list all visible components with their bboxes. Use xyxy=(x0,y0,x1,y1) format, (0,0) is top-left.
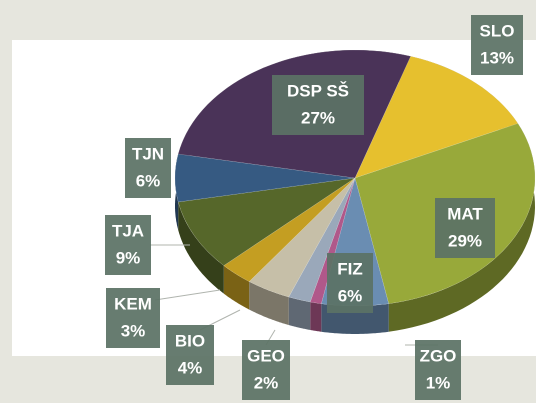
slice xyxy=(309,177,356,304)
category-label: SLO xyxy=(480,21,515,40)
value-label: 27% xyxy=(301,108,335,127)
category-label: BIO xyxy=(175,331,205,350)
slice xyxy=(223,177,356,282)
category-label: MAT xyxy=(447,204,483,223)
slice xyxy=(354,56,519,179)
value-label: 1% xyxy=(426,373,451,392)
category-label: GEO xyxy=(247,346,285,365)
category-label: TJA xyxy=(112,221,144,240)
value-label: 13% xyxy=(480,48,514,67)
slice-side xyxy=(388,123,535,332)
label-box xyxy=(272,75,364,135)
slice-side xyxy=(249,281,289,325)
value-label: 29% xyxy=(448,231,482,250)
category-label: DSP SŠ xyxy=(287,81,349,100)
label-box xyxy=(471,15,523,75)
value-label: 6% xyxy=(136,171,161,190)
label-box xyxy=(435,198,495,258)
label-box xyxy=(242,340,290,400)
value-label: 4% xyxy=(178,358,203,377)
label-box xyxy=(166,325,214,385)
leader-line xyxy=(154,289,221,301)
slice xyxy=(174,153,356,203)
category-label: TJN xyxy=(132,144,164,163)
slice-side xyxy=(223,265,250,310)
category-label: KEM xyxy=(114,294,152,313)
slice xyxy=(288,177,356,303)
slice xyxy=(177,177,356,266)
slice-side xyxy=(310,302,322,332)
label-box xyxy=(327,253,373,313)
label-box xyxy=(106,288,160,348)
label-box xyxy=(105,215,151,275)
category-label: ZGO xyxy=(420,346,457,365)
category-label: FIZ xyxy=(337,259,363,278)
value-label: 6% xyxy=(338,286,363,305)
value-label: 9% xyxy=(116,248,141,267)
slice-side xyxy=(288,297,311,330)
label-box xyxy=(125,138,171,198)
slice-side xyxy=(178,202,224,294)
value-label: 2% xyxy=(254,373,279,392)
label-box xyxy=(415,340,461,400)
slice xyxy=(248,177,356,298)
value-label: 3% xyxy=(121,321,146,340)
